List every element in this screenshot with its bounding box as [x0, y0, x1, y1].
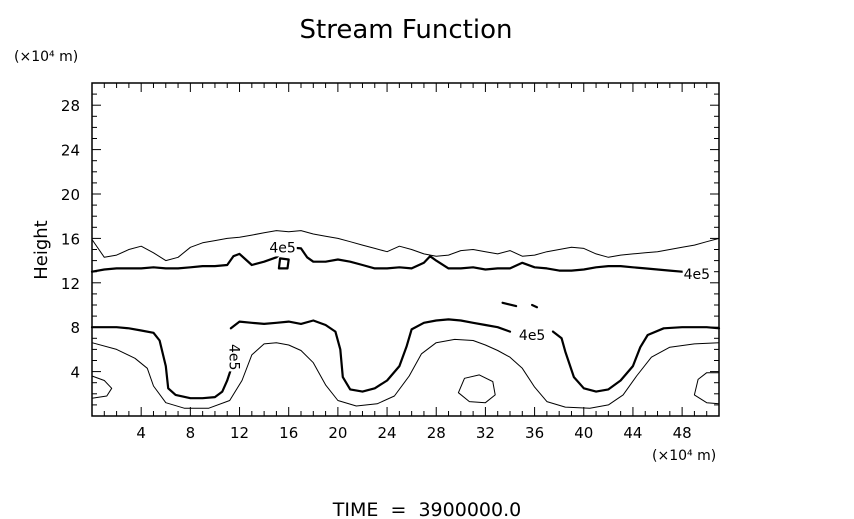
- x-tick-label: 48: [673, 424, 692, 442]
- contour-label-4: 4e5: [225, 344, 241, 370]
- contour-line-9: [91, 338, 720, 409]
- y-axis-label: Height: [31, 220, 52, 280]
- y-tick-label: 12: [61, 275, 80, 293]
- contour-line-10: [457, 374, 496, 404]
- x-tick-label: 20: [328, 424, 347, 442]
- x-tick-label: 32: [476, 424, 495, 442]
- time-footer: TIME = 3900000.0: [332, 499, 521, 519]
- contour-line-4: [501, 301, 518, 308]
- y-tick-labels: 4 8 12 16 20 24 28: [61, 97, 80, 381]
- y-tick-label: 20: [61, 186, 80, 204]
- y-tick-label: 4: [70, 364, 80, 382]
- contour-label-bg: [682, 267, 712, 284]
- x-tick-label: 12: [230, 424, 249, 442]
- contour-line-1: [91, 230, 720, 262]
- y-tick-label: 24: [61, 142, 80, 160]
- y-axis-unit: (×10⁴ m): [14, 49, 78, 65]
- x-tick-label: 4: [136, 424, 146, 442]
- x-tick-label: 16: [279, 424, 298, 442]
- contour-line-6: [90, 326, 232, 400]
- contour-label-2: 4e5: [684, 267, 710, 283]
- x-axis-unit: (×10⁴ m): [652, 448, 716, 464]
- contour-labels: 4e5 4e5 4e5 4e5: [225, 240, 712, 372]
- x-tick-label: 36: [525, 424, 544, 442]
- axis-ticks: [91, 82, 720, 417]
- y-tick-label: 8: [70, 319, 80, 337]
- x-tick-label: 24: [378, 424, 397, 442]
- contour-label-1: 4e5: [269, 240, 295, 256]
- x-tick-label: 8: [186, 424, 196, 442]
- x-tick-label: 44: [623, 424, 642, 442]
- contour-line-3: [277, 257, 290, 270]
- x-tick-labels: 4 8 12 16 20 24 28 32 36 40 44 48: [136, 424, 691, 442]
- plot-frame: [91, 82, 720, 417]
- chart-title: Stream Function: [300, 15, 513, 45]
- contour-line-12: [91, 375, 113, 399]
- contour-label-bg: [517, 328, 547, 345]
- y-tick-label: 28: [61, 97, 80, 115]
- contour-line-7: [229, 318, 512, 393]
- x-tick-label: 28: [427, 424, 446, 442]
- contour-line-8: [551, 326, 721, 393]
- contour-label-3: 4e5: [519, 328, 545, 344]
- x-tick-label: 40: [574, 424, 593, 442]
- contour-line-2: [90, 246, 696, 275]
- y-tick-label: 16: [61, 230, 80, 248]
- contour-label-bg: [268, 240, 297, 257]
- contour-line-5: [531, 303, 539, 309]
- contour-label-bg: [225, 342, 242, 372]
- contour-lines: [90, 230, 721, 409]
- contour-line-11: [693, 372, 720, 405]
